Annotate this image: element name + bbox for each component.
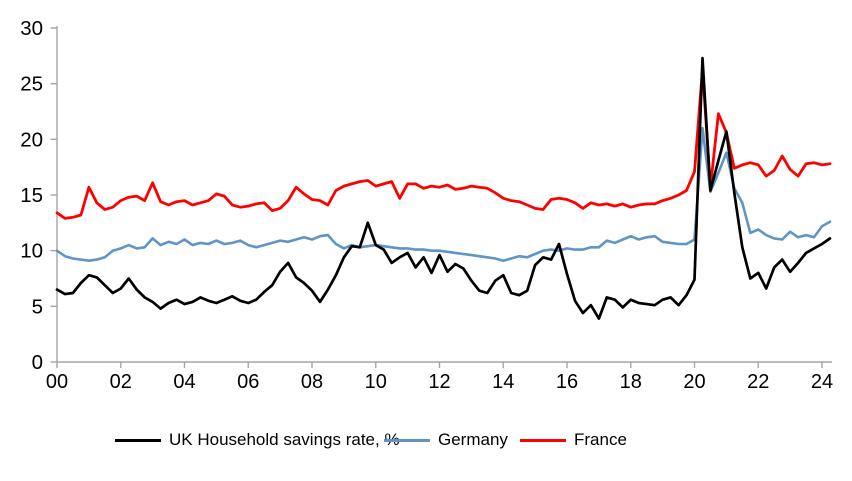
x-tick-label: 12 [428, 371, 450, 393]
x-tick-label: 16 [556, 371, 578, 393]
france-line-swatch [520, 438, 566, 442]
x-tick-label: 02 [110, 371, 132, 393]
legend-item-france: France [520, 429, 627, 451]
x-axis: 00 02 04 06 08 10 12 14 16 18 20 22 24 [46, 361, 833, 393]
x-tick-label: 08 [301, 371, 323, 393]
germany-line-swatch [384, 438, 430, 442]
x-tick-label: 06 [237, 371, 259, 393]
legend-label-germany: Germany [438, 430, 508, 449]
x-tick-label: 18 [620, 371, 642, 393]
legend-item-uk: UK Household savings rate, % [115, 429, 400, 451]
series-line-germany [55, 126, 832, 263]
y-tick-label: 30 [20, 17, 43, 40]
y-tick-label: 10 [20, 240, 43, 263]
y-tick-label: 5 [32, 295, 43, 318]
y-axis: 0 5 10 15 20 25 30 [20, 17, 58, 374]
x-tick-label: 22 [747, 371, 769, 393]
legend-label-uk: UK Household savings rate, % [169, 430, 400, 449]
x-tick-label: 24 [811, 371, 833, 393]
legend-item-germany: Germany [384, 429, 508, 451]
uk-line-swatch [115, 438, 161, 442]
y-tick-label: 15 [20, 184, 43, 207]
x-tick-label: 14 [492, 371, 514, 393]
series-line-france [55, 67, 832, 220]
y-tick-label: 0 [32, 351, 43, 374]
x-tick-label: 00 [46, 371, 68, 393]
y-tick-label: 20 [20, 128, 43, 151]
chart-legend: UK Household savings rate, % Germany Fra… [0, 429, 852, 453]
x-tick-label: 10 [365, 371, 387, 393]
legend-label-france: France [574, 430, 627, 449]
series-line-uk [55, 56, 832, 320]
y-tick-label: 25 [20, 73, 43, 96]
x-tick-label: 20 [683, 371, 705, 393]
x-tick-label: 04 [173, 371, 195, 393]
